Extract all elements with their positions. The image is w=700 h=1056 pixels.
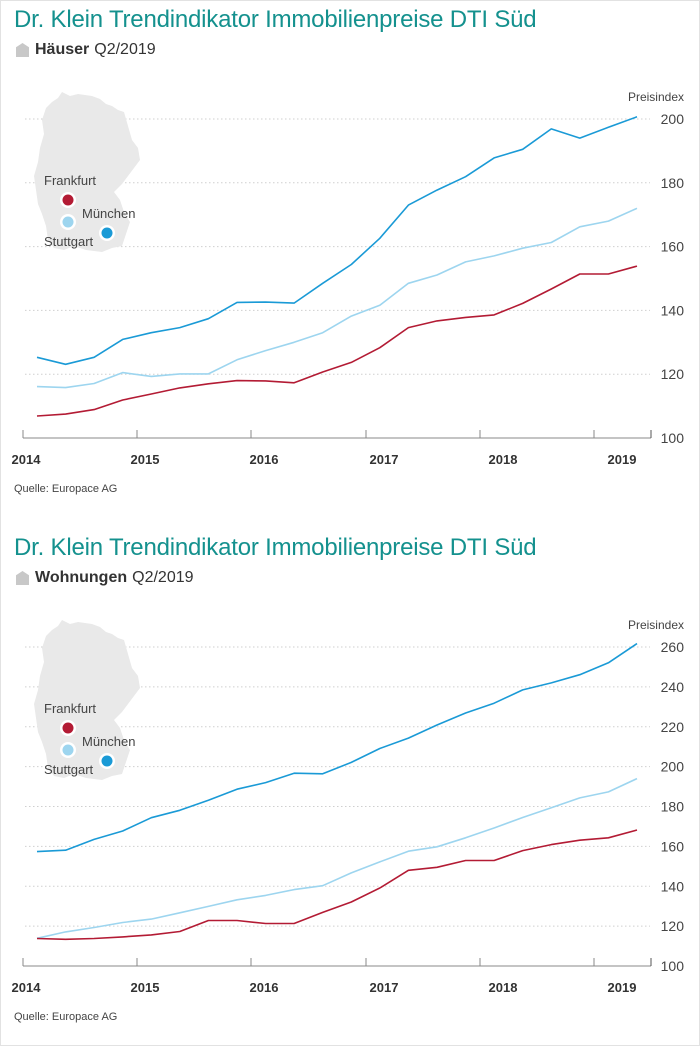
source-note: Quelle: Europace AG [14, 1011, 118, 1023]
y-tick-label: 240 [661, 679, 685, 695]
x-tick-label: 2015 [131, 452, 160, 467]
chart-title: Dr. Klein Trendindikator Immobilienpreis… [14, 534, 537, 561]
subtitle-category: Häuser [35, 41, 90, 58]
city-marker-münchen [101, 755, 113, 767]
y-tick-label: 100 [661, 958, 685, 974]
subtitle-period: Q2/2019 [94, 41, 156, 58]
y-tick-label: 140 [661, 878, 685, 894]
x-tick-label: 2016 [250, 452, 279, 467]
chart-panel-haeuser: Dr. Klein Trendindikator Immobilienpreis… [12, 6, 685, 495]
y-tick-label: 120 [661, 366, 685, 382]
y-axis-label: Preisindex [628, 618, 684, 632]
x-tick-label: 2017 [370, 452, 399, 467]
y-tick-label: 260 [661, 639, 685, 655]
house-icon [16, 43, 29, 57]
y-tick-label: 180 [661, 175, 685, 191]
y-axis-label: Preisindex [628, 90, 684, 104]
x-tick-label: 2014 [12, 452, 42, 467]
subtitle-period: Q2/2019 [132, 569, 194, 586]
series-line-frankfurt [36, 265, 638, 417]
legend-label-muenchen: München [82, 734, 135, 749]
x-tick-label: 2019 [608, 452, 637, 467]
house-icon [16, 571, 29, 585]
subtitle-category: Wohnungen [35, 569, 128, 586]
series-line-stuttgart [36, 777, 638, 940]
x-tick-label: 2015 [131, 980, 160, 995]
germany-map [34, 620, 140, 780]
y-tick-label: 200 [661, 759, 685, 775]
series-line-münchen [36, 116, 638, 366]
y-tick-label: 100 [661, 430, 685, 446]
legend-label-muenchen: München [82, 206, 135, 221]
legend-label-stuttgart: Stuttgart [44, 234, 94, 249]
line-chart: 100 120 140 160 180 200 220 240 260 Preisindex Fra… [12, 618, 685, 995]
series-line-münchen [36, 642, 638, 853]
y-tick-label: 160 [661, 838, 685, 854]
y-tick-label: 140 [661, 302, 685, 318]
x-tick-label: 2019 [608, 980, 637, 995]
x-tick-label: 2014 [12, 980, 42, 995]
series-line-frankfurt [36, 829, 638, 941]
y-tick-label: 120 [661, 918, 685, 934]
chart-panel-wohnungen: Dr. Klein Trendindikator Immobilienpreis… [0, 528, 700, 1056]
y-tick-label: 220 [661, 719, 685, 735]
city-marker-stuttgart [62, 216, 74, 228]
x-tick-label: 2018 [489, 452, 518, 467]
series-line-stuttgart [36, 207, 638, 389]
x-tick-label: 2016 [250, 980, 279, 995]
germany-map [34, 92, 140, 252]
x-tick-label: 2018 [489, 980, 518, 995]
y-tick-label: 200 [661, 111, 685, 127]
city-marker-frankfurt [62, 194, 74, 206]
x-tick-label: 2017 [370, 980, 399, 995]
chart-subtitle: Wohnungen Q2/2019 [16, 569, 194, 587]
y-tick-label: 160 [661, 239, 685, 255]
chart-title: Dr. Klein Trendindikator Immobilienpreis… [14, 6, 537, 33]
y-tick-label: 180 [661, 799, 685, 815]
source-note: Quelle: Europace AG [14, 483, 118, 495]
city-marker-münchen [101, 227, 113, 239]
chart-subtitle: Häuser Q2/2019 [16, 41, 156, 59]
legend-label-stuttgart: Stuttgart [44, 762, 94, 777]
city-marker-stuttgart [62, 744, 74, 756]
legend-label-frankfurt: Frankfurt [44, 701, 96, 716]
legend-label-frankfurt: Frankfurt [44, 173, 96, 188]
city-marker-frankfurt [62, 722, 74, 734]
line-chart: 100 120 140 160 180 200 Preisindex Frankfurt Mün… [12, 90, 685, 467]
